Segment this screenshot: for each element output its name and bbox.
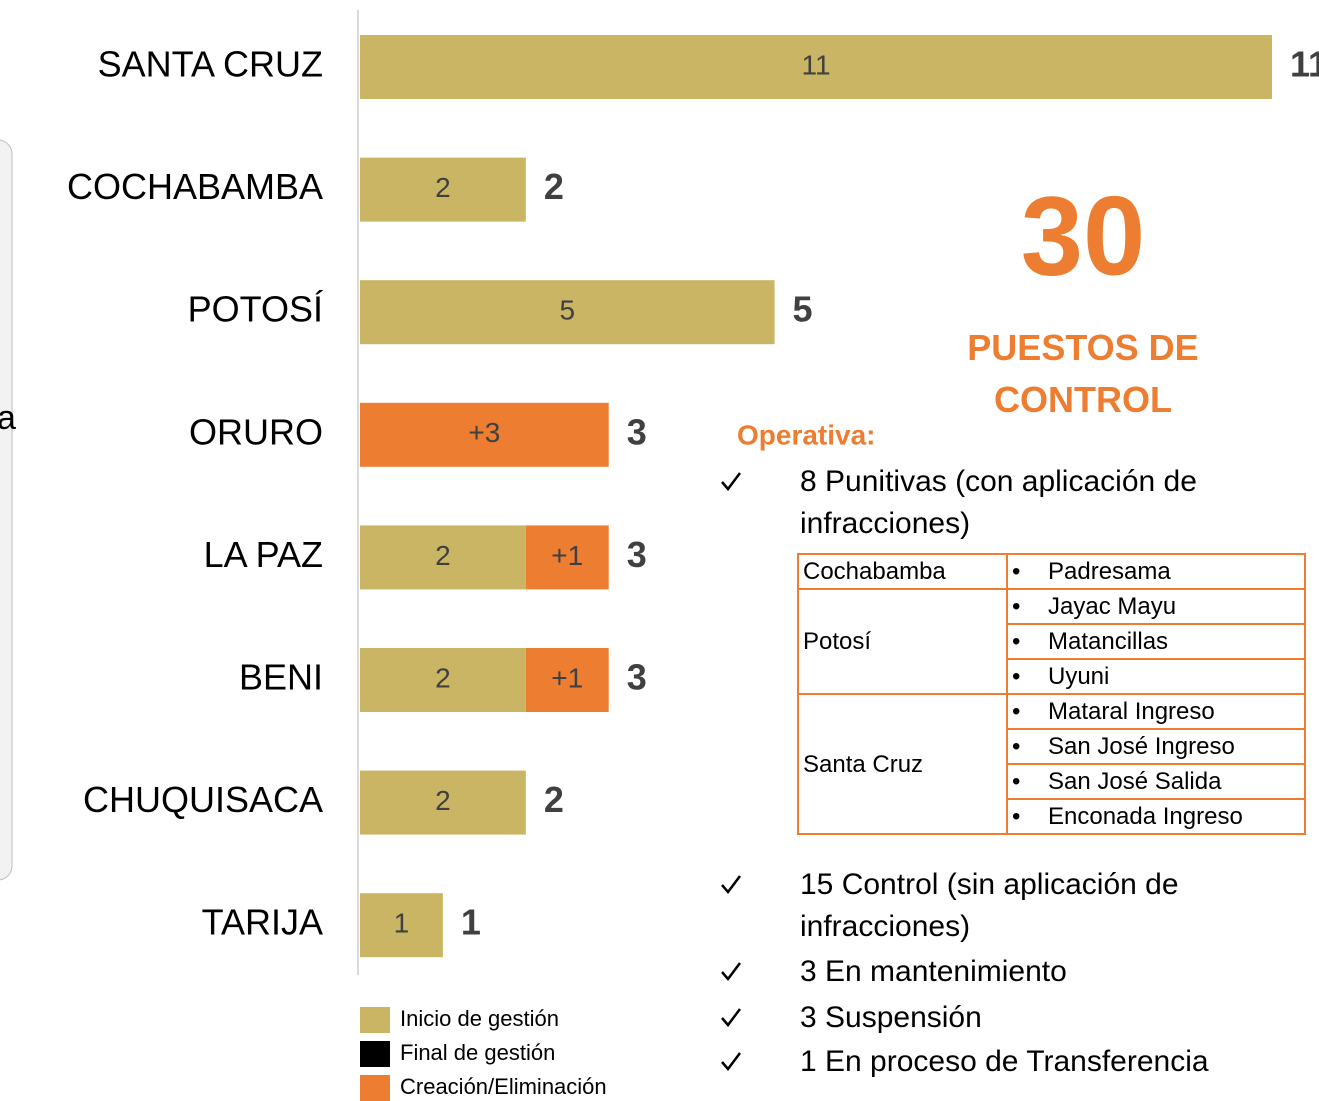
check-icon [721,472,741,491]
table-row: San José Ingreso [798,728,1306,765]
region-cell: Cochabamba [797,553,1008,590]
check-icon [721,1052,741,1071]
legend-label: Final de gestión [400,1040,555,1065]
y-tick-label: CHUQUISACA [83,779,323,820]
y-tick-label: COCHABAMBA [67,166,323,207]
bar-label: 1 [394,908,410,939]
post-cell: Matancillas [1006,623,1306,660]
checklist-item: 3 En mantenimiento [800,955,1067,988]
bar-segment [360,157,526,222]
summary-total: 30 [1021,174,1146,299]
table-row: PotosíJayac Mayu [797,588,1306,695]
bar-segment [360,525,526,590]
region-cell: Potosí [797,588,1008,695]
bar-segment [360,35,1272,99]
post-cell: Jayac Mayu [1006,588,1306,625]
total-label: 3 [627,534,647,575]
bar-segment [360,648,526,712]
bar-label: 11 [801,49,830,80]
post-cell: San José Ingreso [1006,728,1306,765]
bar-segment [525,525,609,590]
legend-swatch [360,1075,390,1101]
y-tick-label: LA PAZ [204,534,323,575]
legend-swatch [360,1007,390,1033]
table-row: Uyuni [798,658,1306,695]
side-panel [0,139,13,881]
bar-segment [360,770,526,835]
total-label: 11 [1290,44,1319,85]
bar-segment [360,280,775,345]
total-label: 2 [544,779,564,820]
bar-label: 5 [559,295,575,326]
posts-table: CochabambaPadresamaPotosíJayac MayuMatan… [797,553,1306,835]
table-row: CochabambaPadresama [797,553,1306,590]
check-icon [721,1008,741,1027]
total-label: 2 [544,166,564,207]
bar-segment [360,893,443,958]
checklist-item: 3 Suspensión [800,1001,982,1034]
post-cell: Padresama [1006,553,1306,590]
legend-label: Creación/Eliminación [400,1074,607,1099]
table-row: Enconada Ingreso [798,798,1306,835]
total-label: 3 [627,657,647,698]
y-tick-label: BENI [239,657,323,698]
panel-fragment: a [0,399,16,437]
bar-label: 2 [435,785,451,816]
operativa-heading: Operativa: [737,419,876,450]
y-tick-label: TARIJA [202,902,323,943]
summary-label: PUESTOS DE CONTROL [967,327,1199,420]
post-cell: Enconada Ingreso [1006,798,1306,835]
table-row: Matancillas [798,623,1306,660]
check-icon [721,962,741,981]
table-row: Santa CruzMataral Ingreso [797,693,1306,835]
bar-label: +1 [551,540,583,571]
post-cell: Uyuni [1006,658,1306,695]
bar-label: +3 [468,417,500,448]
y-tick-label: ORURO [189,411,323,452]
post-cell: San José Salida [1006,763,1306,800]
legend-swatch [360,1041,390,1067]
bar-label: 2 [435,540,451,571]
region-cell: Santa Cruz [797,693,1008,835]
check-icon [721,875,741,894]
post-cell: Mataral Ingreso [1006,693,1306,730]
bar-label: +1 [551,662,583,693]
total-label: 3 [627,411,647,452]
checklist-item: 1 En proceso de Transferencia [800,1045,1209,1078]
total-label: 1 [461,902,481,943]
bar-segment [360,402,609,467]
checklist-item: 8 Punitivas (con aplicación de infraccio… [800,465,1197,540]
total-label: 5 [793,289,813,330]
legend-label: Inicio de gestión [400,1006,559,1031]
checklist-item: 15 Control (sin aplicación de infraccion… [800,868,1179,943]
table-row: San José Salida [798,763,1306,800]
y-tick-label: SANTA CRUZ [98,44,323,85]
bar-label: 2 [435,172,451,203]
bar-label: 2 [435,662,451,693]
y-tick-label: POTOSÍ [188,289,323,330]
bar-segment [525,648,609,712]
